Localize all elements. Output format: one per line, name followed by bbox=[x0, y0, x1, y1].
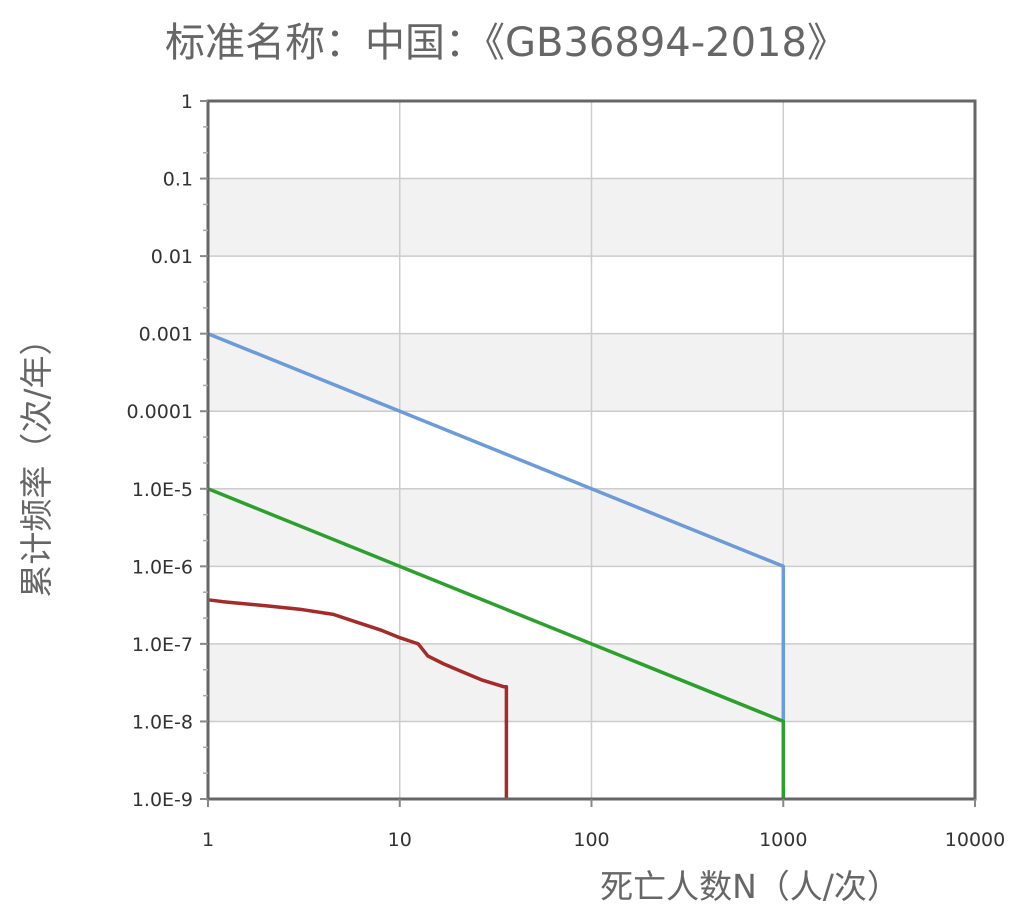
y-axis-label: 累计频率（次/年） bbox=[17, 322, 56, 597]
y-tick-label: 1.0E-7 bbox=[132, 634, 193, 656]
tick-marks bbox=[200, 100, 976, 807]
y-tick-label: 1.0E-9 bbox=[132, 789, 193, 811]
y-tick-label: 0.001 bbox=[139, 324, 193, 346]
x-tick-label: 1 bbox=[202, 829, 214, 851]
y-tick-label: 0.01 bbox=[151, 246, 193, 268]
x-axis-label: 死亡人数N（人/次） bbox=[600, 867, 900, 906]
y-tick-label: 0.1 bbox=[163, 169, 193, 191]
x-tick-label: 10 bbox=[388, 829, 412, 851]
x-tick-label: 1000 bbox=[759, 829, 807, 851]
y-tick-label: 1.0E-6 bbox=[132, 556, 193, 578]
y-tick-label: 1.0E-8 bbox=[132, 711, 193, 733]
series-line-2 bbox=[207, 487, 786, 799]
x-tick-labels: 1 10 100 1000 10000 bbox=[202, 829, 1005, 851]
series-layer bbox=[207, 332, 786, 799]
chart-title: 标准名称：中国：《GB36894-2018》 bbox=[165, 20, 847, 66]
y-tick-label: 1 bbox=[181, 91, 193, 113]
x-tick-label: 100 bbox=[573, 829, 609, 851]
series-line-3 bbox=[207, 598, 509, 799]
y-tick-labels: 1 0.1 0.01 0.001 0.0001 1.0E-5 1.0E-6 1.0E-7 1.0… bbox=[127, 91, 193, 811]
x-tick-label: 10000 bbox=[945, 829, 1005, 851]
y-tick-label: 1.0E-5 bbox=[132, 479, 193, 501]
y-tick-label: 0.0001 bbox=[127, 401, 193, 423]
